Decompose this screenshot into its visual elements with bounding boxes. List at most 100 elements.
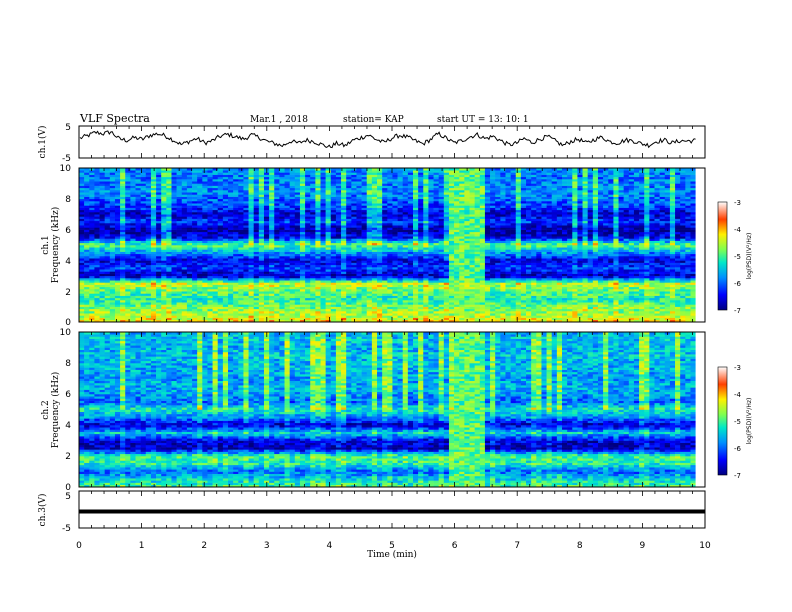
ch1-spec-cell — [362, 300, 367, 303]
ch1-spec-cell — [434, 243, 439, 246]
ch1-spec-cell — [336, 175, 341, 178]
ch1-spec-cell — [156, 287, 161, 290]
ch1-spec-cell — [130, 296, 135, 299]
ch1-spec-cell — [182, 241, 187, 244]
ch1-spec-cell — [321, 188, 326, 191]
ch1-spec-cell — [341, 212, 346, 215]
ch1-spec-cell — [428, 267, 433, 270]
ch1-spec-cell — [346, 214, 351, 217]
ch1-spec-cell — [141, 265, 146, 268]
ch1-spec-cell — [341, 254, 346, 256]
ch1-spec-cell — [372, 230, 377, 233]
ch1-spec-cell — [367, 315, 372, 318]
ch1-spec-cell — [418, 252, 423, 255]
ch1-spec-cell — [315, 304, 320, 307]
ch1-spec-cell — [346, 219, 351, 222]
ch1-spec-cell — [161, 296, 166, 299]
ch1-spec-cell — [398, 241, 403, 244]
ch1-spec-cell — [439, 232, 444, 235]
ch1-spec-cell — [100, 245, 105, 248]
ch1-spec-cell — [403, 212, 408, 215]
ch1-spec-cell — [413, 238, 418, 241]
ch1-spec-cell — [336, 280, 341, 283]
ch1-spec-cell — [423, 276, 428, 279]
ch1-spec-cell — [428, 201, 433, 204]
ch1-spec-cell — [398, 280, 403, 283]
ch1-spec-cell — [362, 205, 367, 208]
ch1-spec-cell — [279, 208, 284, 211]
ch1-spec-cell — [254, 313, 259, 316]
ch1-spec-cell — [423, 313, 428, 316]
ch1-spec-cell — [136, 190, 141, 193]
ch1-spec-cell — [387, 230, 392, 233]
ch1-spec-cell — [177, 267, 182, 270]
ch1-spec-cell — [249, 276, 254, 279]
ch1-spec-cell — [177, 238, 182, 241]
ch1-spec-cell — [392, 214, 397, 217]
ch1-spec-cell — [120, 203, 125, 206]
ch1-spec-cell — [94, 197, 99, 200]
ch1-spec-cell — [351, 232, 356, 235]
ch1-spec-cell — [228, 201, 233, 204]
ch1-spec-cell — [434, 309, 439, 312]
ch1-spec-cell — [79, 219, 84, 222]
ch1-spec-cell — [341, 274, 346, 277]
ch1-spec-cell — [207, 186, 212, 189]
ch1-spec-cell — [136, 238, 141, 241]
ch1-spec-cell — [398, 230, 403, 233]
ch1-spec-cell — [177, 208, 182, 211]
ch1-spec-cell — [346, 291, 351, 294]
ch1-spec-cell — [171, 258, 176, 261]
ch1-spec-cell — [285, 307, 290, 310]
ch1-spec-cell — [295, 230, 300, 233]
ch1-spec-cell — [295, 194, 300, 197]
ch1-spec-cell — [89, 203, 94, 206]
ch1-spec-cell — [274, 258, 279, 261]
ch1-spec-cell — [243, 214, 248, 217]
ch1-spec-cell — [228, 205, 233, 208]
ch1-spec-cell — [372, 313, 377, 316]
ch1-spec-cell — [418, 274, 423, 277]
ch1-spec-cell — [403, 249, 408, 252]
ch1-spec-cell — [136, 225, 141, 228]
ch1-spec-cell — [213, 186, 218, 189]
ch1-spec-cell — [130, 181, 135, 184]
ch1-spec-cell — [362, 318, 367, 321]
ch1-spec-cell — [413, 260, 418, 263]
ch1-spec-cell — [372, 311, 377, 314]
ch1-spec-cell — [346, 181, 351, 184]
ch1-spec-cell — [290, 205, 295, 208]
ch1-spec-cell — [243, 175, 248, 178]
ch1-spec-cell — [377, 181, 382, 184]
ch1-spec-cell — [192, 210, 197, 213]
ch1-spec-cell — [295, 177, 300, 180]
ch1-spec-cell — [418, 296, 423, 299]
ch1-spec-cell — [202, 296, 207, 299]
ch1-spec-cell — [141, 227, 146, 230]
ch1-spec-cell — [228, 274, 233, 277]
ch1-spec-cell — [146, 183, 151, 186]
ch1-spec-cell — [300, 254, 305, 256]
ch1-spec-cell — [197, 175, 202, 178]
ch1-spec-cell — [326, 298, 331, 301]
ch1-spec-cell — [356, 234, 361, 237]
ch1-spec-cell — [238, 249, 243, 252]
ch1-spec-cell — [125, 280, 130, 283]
ch1-spec-cell — [305, 313, 310, 316]
ch1-spec-cell — [207, 208, 212, 211]
ch1-spec-cell — [264, 223, 269, 226]
ch1-spec-cell — [321, 249, 326, 252]
ch1-spec-cell — [105, 221, 110, 224]
ch1-spec-cell — [285, 188, 290, 191]
ch1-spec-cell — [115, 179, 120, 182]
ch1-spec-cell — [79, 245, 84, 248]
ch1-spec-cell — [177, 203, 182, 206]
ch1-spec-cell — [84, 190, 89, 193]
ch1-spec-cell — [351, 315, 356, 318]
ch1-spec-cell — [120, 256, 125, 259]
ch1-spec-cell — [305, 293, 310, 296]
ch1-spec-cell — [351, 296, 356, 299]
ch1-spec-cell — [254, 278, 259, 281]
ch1-spec-cell — [290, 291, 295, 294]
ch1-spec-cell — [428, 234, 433, 237]
